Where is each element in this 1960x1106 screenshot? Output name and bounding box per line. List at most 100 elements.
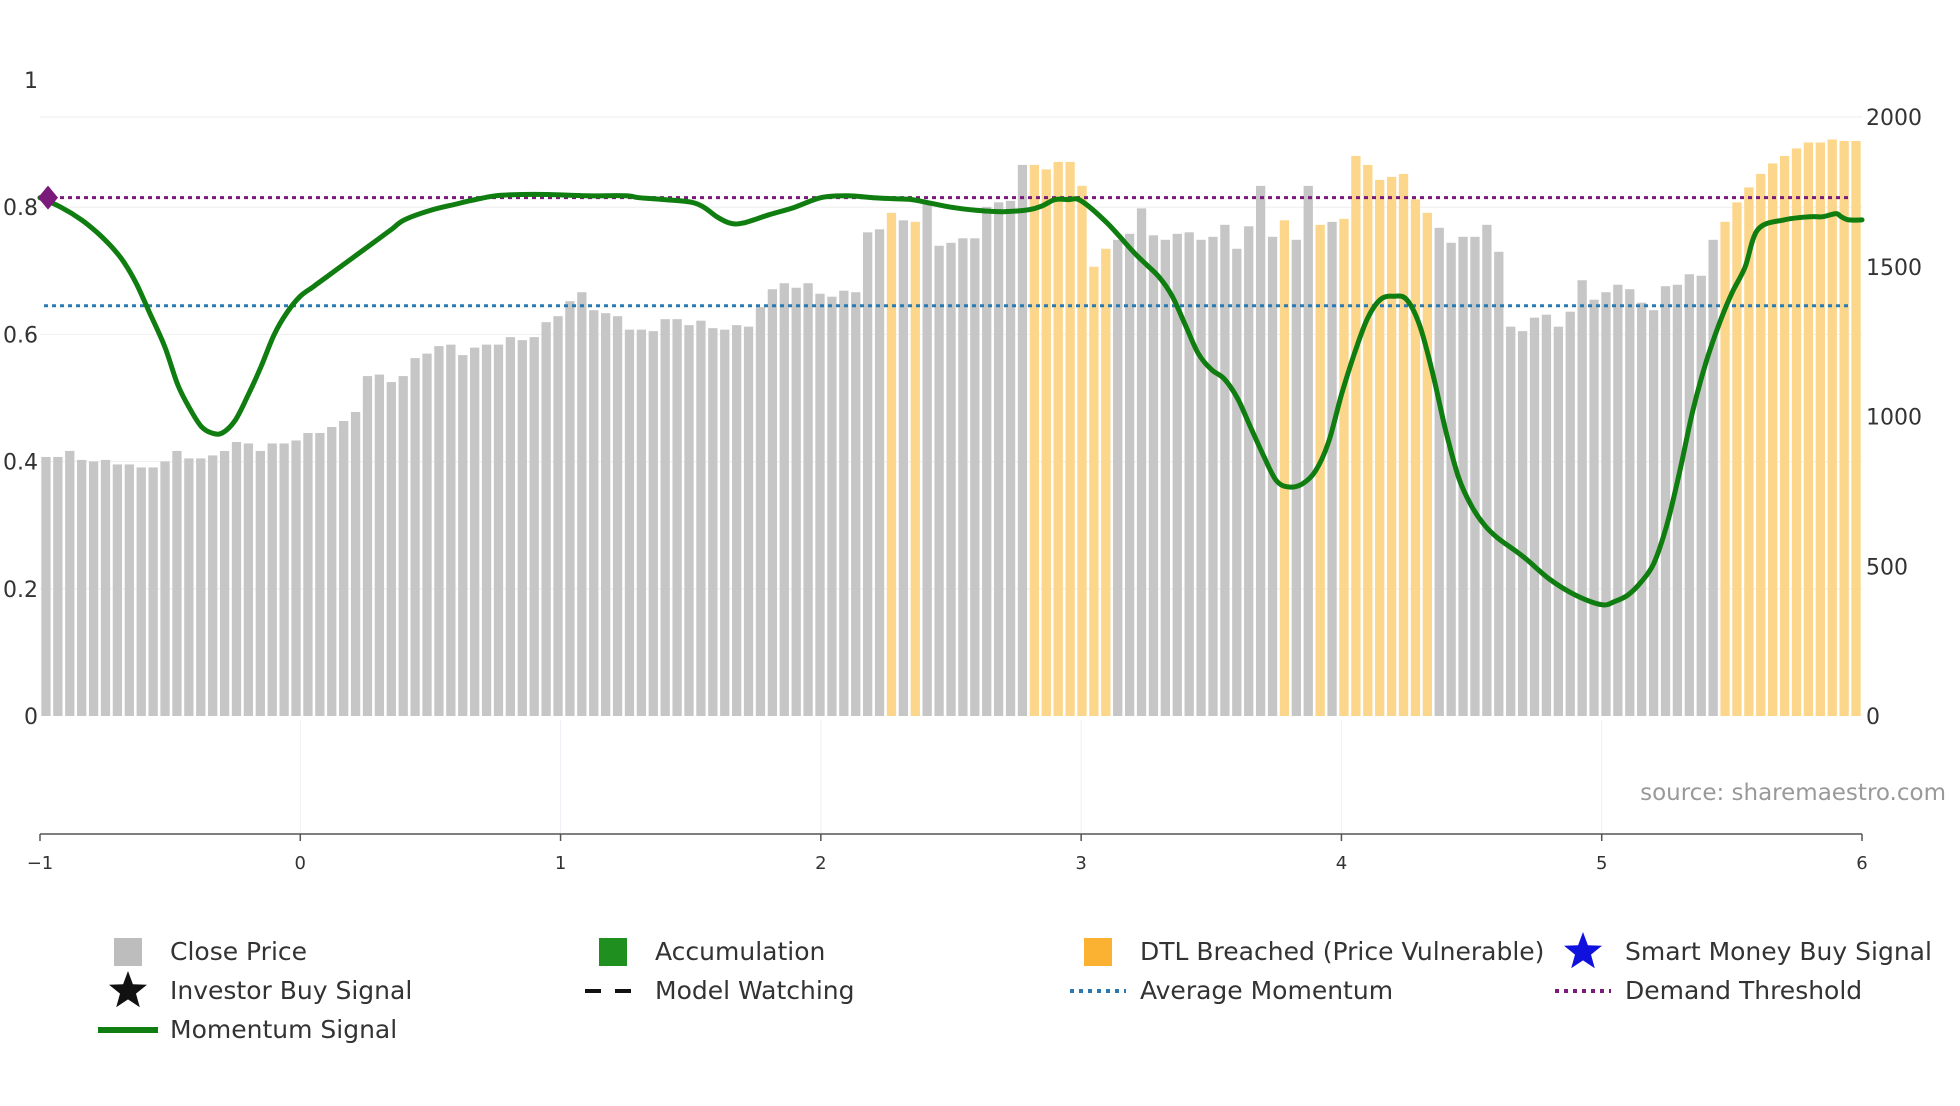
close-price-bar (1398, 173, 1409, 716)
close-price-bar (77, 459, 87, 716)
close-price-bar (1577, 280, 1587, 716)
close-price-bar (1601, 292, 1611, 716)
close-price-bar (1827, 139, 1837, 716)
close-price-bar (1375, 179, 1385, 716)
close-price-bar (1803, 142, 1814, 716)
x-axis-tick-label: 6 (1856, 853, 1867, 874)
close-price-bar (339, 420, 349, 716)
close-price-label: Close Price (170, 937, 307, 966)
legend-item-momentum-signal: Momentum Signal (98, 1015, 397, 1044)
close-price-bar (410, 358, 420, 716)
close-price-bar (910, 221, 920, 716)
close-price-bar (553, 316, 563, 716)
close-price-bar (1208, 236, 1218, 717)
close-price-bar (993, 202, 1004, 717)
close-price-bar (589, 310, 599, 716)
close-price-bar (100, 459, 111, 716)
close-price-bar (1529, 317, 1540, 716)
x-axis-tick-label: −1 (27, 853, 54, 874)
close-price-bar (1232, 248, 1242, 716)
close-price-bar (350, 412, 361, 716)
close-price-bar (1410, 199, 1421, 717)
close-price-bar (803, 283, 813, 716)
close-price-bar (386, 382, 396, 716)
close-price-bars (41, 139, 1861, 717)
close-price-bar (1077, 185, 1087, 716)
momentum-signal-label: Momentum Signal (170, 1015, 397, 1044)
close-price-bar (1506, 326, 1516, 716)
close-price-bar (612, 316, 623, 716)
close-price-bar (1494, 251, 1504, 716)
close-price-bar (565, 301, 575, 716)
close-price-bar (1017, 164, 1028, 717)
close-price-bar (1184, 232, 1194, 716)
close-price-bar (41, 456, 51, 716)
close-price-bar (684, 325, 694, 716)
legend-item-smart-money: Smart Money Buy Signal (1564, 932, 1932, 969)
close-price-bar (434, 346, 444, 716)
close-price-bar (863, 232, 873, 716)
close-price-bar (1136, 208, 1147, 716)
demand-threshold-label: Demand Threshold (1625, 976, 1862, 1005)
close-price-bar (1851, 140, 1861, 716)
close-price-bar (505, 337, 516, 716)
legend: Close Price Accumulation DTL Breached (Pri… (98, 932, 1932, 1044)
close-price-bar (839, 290, 849, 716)
close-price-marker (114, 938, 142, 966)
close-price-bar (422, 353, 432, 716)
close-price-bar (708, 328, 718, 716)
close-price-bar (1779, 155, 1790, 716)
close-price-bar (1041, 169, 1051, 716)
legend-item-close-price: Close Price (114, 937, 307, 966)
close-price-bar (398, 376, 408, 716)
close-price-bar (1101, 248, 1111, 716)
close-price-bar (1196, 239, 1206, 717)
close-price-bar (481, 344, 492, 716)
close-price-bar (541, 322, 551, 716)
close-price-bar (958, 238, 968, 717)
close-price-bar (672, 319, 682, 716)
close-price-bar (1053, 161, 1063, 717)
close-price-bar (1660, 286, 1671, 716)
x-axis-tick-label: 3 (1075, 853, 1086, 874)
close-price-bar (1517, 331, 1528, 716)
model-watching-label: Model Watching (655, 976, 855, 1005)
close-price-bar (1815, 142, 1825, 716)
close-price-bar (112, 464, 123, 716)
investor-buy-label: Investor Buy Signal (170, 976, 412, 1005)
close-price-bar (470, 347, 480, 716)
close-price-bar (898, 220, 909, 716)
left-axis-tick-label: 0.8 (3, 196, 38, 221)
accumulation-marker (599, 938, 627, 966)
close-price-bar (219, 450, 230, 716)
left-axis-tick-label: 0.4 (3, 451, 38, 476)
close-price-bar (279, 443, 289, 716)
close-price-bar (243, 443, 254, 716)
close-price-bar (1589, 299, 1599, 716)
close-price-bar (1029, 164, 1040, 717)
close-price-bar (1124, 233, 1135, 717)
close-price-bar (1732, 202, 1742, 717)
close-price-bar (148, 467, 158, 716)
close-price-bar (1768, 163, 1778, 717)
legend-item-accumulation: Accumulation (599, 937, 825, 966)
close-price-bar (65, 450, 75, 716)
close-price-bar (743, 326, 754, 716)
close-price-bar (886, 212, 897, 716)
close-price-bar (1708, 239, 1718, 717)
close-price-bar (779, 283, 789, 716)
close-price-bar (922, 200, 932, 717)
close-price-bar (1434, 227, 1444, 716)
close-price-bar (53, 456, 63, 716)
x-axis-tick-label: 2 (815, 853, 826, 874)
close-price-bar (970, 238, 980, 717)
close-price-bar (458, 355, 468, 716)
close-price-bar (874, 229, 885, 716)
close-price-bar (1470, 236, 1480, 717)
momentum-signal-line (37, 191, 1865, 608)
close-price-bar (327, 426, 337, 716)
close-price-bar (1113, 239, 1123, 717)
x-axis-tick-label: 0 (295, 853, 306, 874)
close-price-bar (815, 293, 825, 716)
